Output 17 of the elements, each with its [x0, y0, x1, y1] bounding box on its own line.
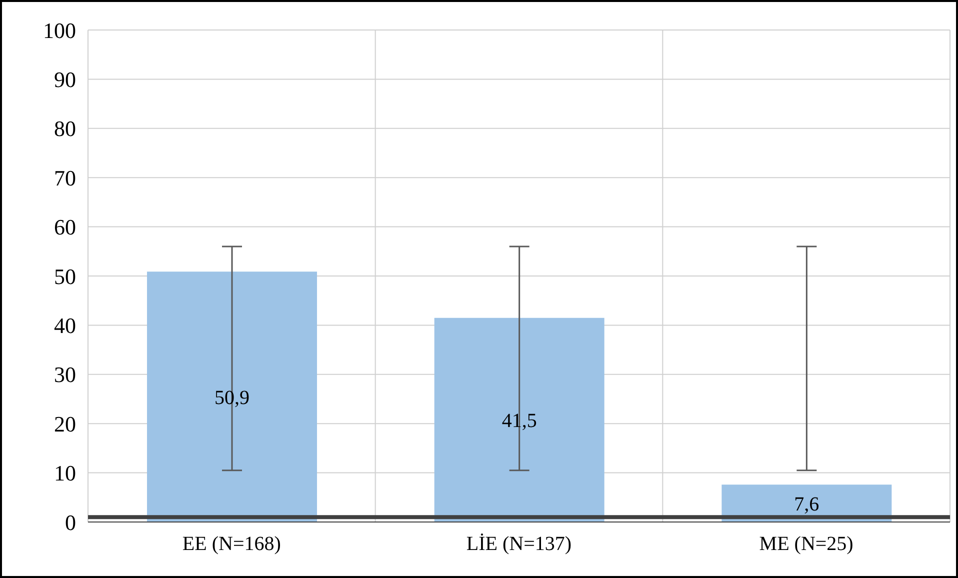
y-tick-label: 100	[43, 18, 76, 43]
x-tick-label: LİE (N=137)	[466, 533, 572, 556]
y-tick-label: 60	[54, 214, 76, 240]
bar	[147, 272, 317, 522]
y-tick-label: 30	[54, 362, 76, 388]
y-tick-label: 90	[54, 67, 76, 92]
bar	[434, 318, 604, 522]
x-tick-label: ME (N=25)	[759, 533, 854, 556]
y-tick-label: 40	[54, 313, 76, 338]
y-tick-label: 80	[54, 116, 76, 142]
y-tick-label: 10	[54, 460, 76, 486]
y-tick-label: 0	[65, 510, 76, 535]
y-tick-label: 20	[54, 411, 76, 436]
x-tick-label: EE (N=168)	[182, 533, 281, 556]
y-tick-label: 50	[54, 264, 76, 289]
y-tick-label: 70	[54, 165, 76, 190]
data-label: 7,6	[794, 493, 820, 516]
